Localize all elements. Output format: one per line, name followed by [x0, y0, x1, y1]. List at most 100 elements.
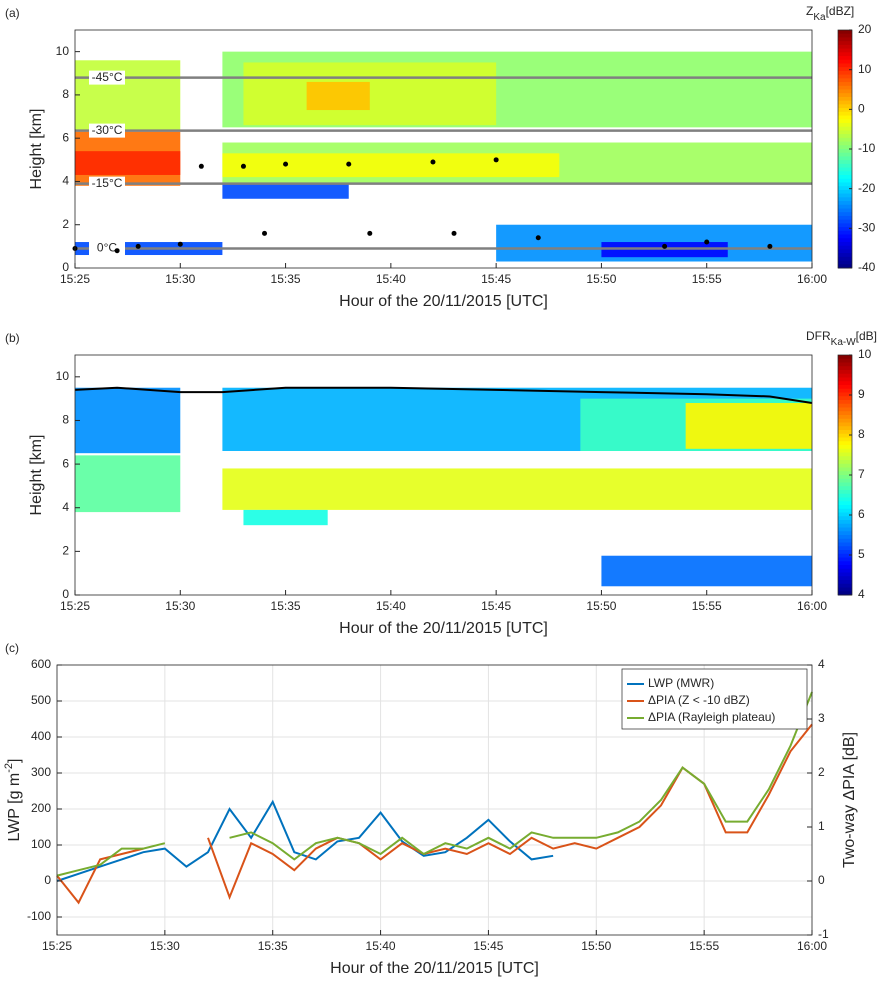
colorbar-stripe	[838, 493, 852, 498]
hydrometeor-dot	[430, 159, 436, 165]
colorbar-stripe	[838, 104, 852, 109]
colorbar-stripe	[838, 557, 852, 562]
y-tick-label: 600	[31, 657, 51, 671]
colorbar-stripe	[838, 219, 852, 224]
colorbar-stripe	[838, 463, 852, 468]
colorbar-stripe	[838, 400, 852, 405]
colorbar-stripe	[838, 527, 852, 532]
x-tick-label: 16:00	[797, 272, 827, 286]
colorbar-stripe	[838, 178, 852, 183]
colorbar-stripe	[838, 456, 852, 461]
colorbar-stripe	[838, 59, 852, 64]
y-axis-label: LWP [g m-2]	[3, 759, 23, 842]
colorbar-stripe	[838, 490, 852, 495]
y-tick-label: 100	[31, 837, 51, 851]
colorbar-stripe	[838, 63, 852, 68]
colorbar-tick-label: -10	[858, 141, 876, 155]
colorbar-tick-label: -30	[858, 221, 876, 235]
y-tick-label: -100	[27, 909, 51, 923]
colorbar-stripe	[838, 373, 852, 378]
colorbar-stripe	[838, 70, 852, 76]
x-tick-label: 15:25	[60, 599, 90, 613]
y-tick-label: 6	[62, 456, 69, 470]
colorbar-stripe	[838, 583, 852, 588]
colorbar-stripe	[838, 430, 852, 435]
colorbar-stripe	[838, 93, 852, 98]
series-line	[56, 723, 813, 905]
panel-label: (a)	[5, 6, 20, 20]
colorbar-stripe	[838, 122, 852, 128]
colorbar-stripe	[838, 452, 852, 457]
plot-frame	[74, 29, 813, 269]
colorbar-stripe	[838, 531, 852, 536]
hydrometeor-dot	[262, 230, 268, 236]
colorbar-stripe	[838, 33, 852, 38]
x-tick-label: 15:40	[366, 939, 396, 953]
x-tick-label: 15:35	[258, 939, 288, 953]
colorbar-stripe	[838, 433, 852, 438]
x-tick-label: 15:50	[581, 939, 611, 953]
y2-tick-label: 4	[818, 657, 825, 671]
colorbar-stripe	[838, 126, 852, 131]
colorbar-tick-label: 4	[858, 587, 865, 601]
isotherm-label: -30°C	[92, 123, 123, 137]
colorbar-stripe	[838, 245, 852, 250]
colorbar-label: ZKa[dBZ]	[806, 4, 854, 23]
colorbar-stripe	[838, 568, 852, 573]
y-tick-label: 8	[62, 413, 69, 427]
colorbar-stripe	[838, 74, 852, 79]
colorbar-stripe	[838, 67, 852, 72]
y2-tick-label: 0	[818, 873, 825, 887]
x-tick-label: 15:50	[586, 599, 616, 613]
plot-frame	[74, 354, 813, 596]
colorbar-stripe	[838, 441, 852, 446]
y-tick-label: 8	[62, 87, 69, 101]
plot-frame	[56, 664, 813, 936]
x-tick-label: 15:55	[689, 939, 719, 953]
x-tick-label: 16:00	[797, 939, 827, 953]
colorbar-stripe	[838, 160, 852, 165]
cloud-top-line	[74, 386, 813, 404]
colorbar-stripe	[838, 448, 852, 453]
colorbar-stripe	[838, 426, 852, 431]
y2-tick-label: 3	[818, 711, 825, 725]
colorbar-stripe	[838, 437, 852, 442]
colorbar-stripe	[838, 512, 852, 517]
colorbar-stripe	[838, 358, 852, 363]
colorbar-stripe	[838, 370, 852, 375]
x-tick-label: 15:45	[481, 599, 511, 613]
colorbar-stripe	[838, 152, 852, 157]
colorbar-stripe	[838, 482, 852, 487]
colorbar-stripe	[838, 418, 852, 423]
field-cell	[243, 509, 328, 526]
colorbar-stripe	[838, 403, 852, 408]
panel-label: (c)	[5, 641, 19, 655]
colorbar-label-part: [dBZ]	[826, 4, 855, 18]
colorbar-tick-label: -20	[858, 181, 876, 195]
colorbar-stripe	[838, 52, 852, 57]
colorbar-stripe	[838, 249, 852, 254]
colorbar-stripe	[838, 460, 852, 465]
panel-label: (b)	[5, 331, 20, 345]
colorbar-tick-label: -40	[858, 260, 876, 274]
colorbar-stripe	[838, 96, 852, 102]
colorbar-stripe	[838, 212, 852, 217]
x-tick-label: 15:45	[473, 939, 503, 953]
colorbar-stripe	[838, 253, 852, 258]
y-tick-label: 2	[62, 544, 69, 558]
colorbar-tick-label: 10	[858, 347, 872, 361]
colorbar-stripe	[838, 163, 852, 169]
field-cell	[601, 555, 812, 587]
colorbar-stripe	[838, 478, 852, 483]
colorbar-label-part: DFR	[806, 329, 831, 343]
y-tick-label: 10	[56, 369, 70, 383]
legend-label: ΔPIA (Z < -10 dBZ)	[648, 693, 750, 707]
colorbar-stripe	[838, 167, 852, 172]
colorbar-stripe	[838, 260, 852, 265]
colorbar-stripe	[838, 550, 852, 555]
y-tick-label: 4	[62, 174, 69, 188]
series-line	[56, 799, 554, 882]
colorbar-stripe	[838, 542, 852, 547]
